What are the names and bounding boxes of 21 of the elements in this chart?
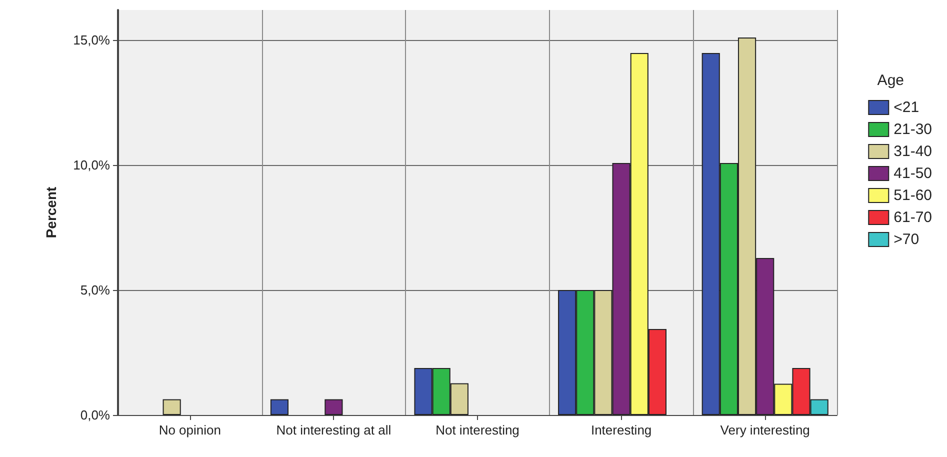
x-tick-label: Very interesting xyxy=(720,422,810,438)
bar xyxy=(162,399,181,415)
x-tick-label: Not interesting at all xyxy=(276,422,392,438)
y-tick-label: 15,0% xyxy=(73,32,110,48)
bar xyxy=(270,399,289,415)
y-tick-label: 5,0% xyxy=(80,282,110,298)
x-tick-label: No opinion xyxy=(158,422,221,438)
y-tick-label: 0,0% xyxy=(80,408,110,422)
legend-label: >70 xyxy=(894,231,920,248)
legend-label: 41-50 xyxy=(894,165,932,182)
legend-label: 61-70 xyxy=(894,209,932,226)
y-tick-label: 10,0% xyxy=(73,158,110,172)
x-tick-label: Interesting xyxy=(590,422,652,438)
y-axis-title: Percent xyxy=(43,186,59,238)
legend-title: Age xyxy=(877,72,904,89)
x-tick-label: Not interesting xyxy=(436,422,520,438)
bar xyxy=(324,399,343,415)
legend-label: <21 xyxy=(894,99,920,116)
legend-label: 51-60 xyxy=(894,187,932,204)
legend-label: 31-40 xyxy=(894,143,932,160)
legend-label: 21-30 xyxy=(894,121,932,138)
